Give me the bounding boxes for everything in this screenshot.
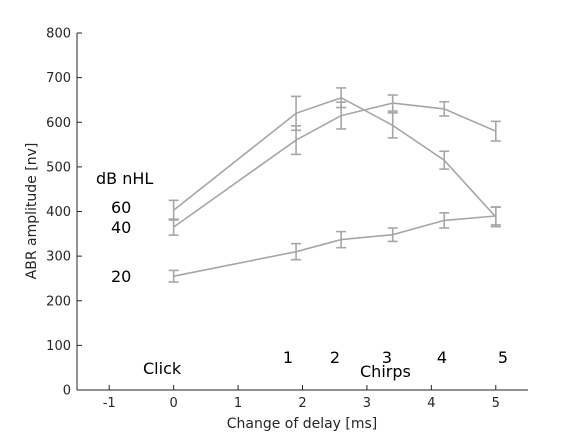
annotations: dB nHL 60 40 20 Click Chirps 1 2 3 4 5 [96,169,508,381]
error-bar [439,100,450,117]
x-tick-label: 0 [170,396,178,411]
error-bar [336,230,347,249]
error-bar [387,227,398,243]
error-bar [168,199,179,221]
chirp-number-2: 2 [330,348,340,367]
y-tick-label: 700 [46,71,71,86]
error-bar [168,269,179,283]
x-tick-label: -1 [103,396,116,411]
chirp-number-5: 5 [498,348,508,367]
click-label: Click [143,359,182,378]
x-ticks: -1 0 1 2 3 4 5 [103,385,500,411]
x-tick-label: 4 [427,396,435,411]
x-tick-label: 3 [363,396,371,411]
chirp-number-4: 4 [437,348,447,367]
chirps-label: Chirps [360,362,411,381]
error-bar [168,218,179,236]
error-bar [291,125,302,156]
y-tick-label: 500 [46,160,71,175]
x-axis-title: Change of delay [ms] [227,416,378,432]
series-40 [168,94,501,236]
axes [76,33,528,391]
series-label-40: 40 [111,218,131,237]
error-bar [490,206,501,226]
error-bar [490,120,501,142]
y-axis-title: ABR amplitude [nv] [24,143,40,280]
error-bar [439,150,450,170]
y-tick-label: 100 [46,339,71,354]
series-20 [168,206,501,283]
y-tick-label: 0 [63,384,71,399]
error-bar [387,94,398,112]
error-bar [439,212,450,229]
y-tick-label: 200 [46,294,71,309]
y-tick-label: 400 [46,205,71,220]
x-tick-label: 2 [298,396,306,411]
chirp-number-1: 1 [283,348,293,367]
error-bar [336,101,347,130]
series-line-40 [173,102,497,228]
series-label-20: 20 [111,267,131,286]
legend-title: dB nHL [96,169,153,188]
y-ticks: 0 100 200 300 400 500 600 700 800 [46,27,82,399]
series-60 [168,87,501,228]
series-label-60: 60 [111,198,131,217]
series-line-20 [173,215,496,277]
y-tick-label: 800 [46,27,71,42]
x-tick-label: 5 [492,396,500,411]
x-tick-label: 1 [234,396,242,411]
y-tick-label: 300 [46,250,71,265]
error-bar [291,242,302,261]
y-tick-label: 600 [46,116,71,131]
series-line-60 [173,96,497,218]
error-bar [387,112,398,139]
series-layer [168,87,501,283]
chirp-number-3: 3 [382,348,392,367]
